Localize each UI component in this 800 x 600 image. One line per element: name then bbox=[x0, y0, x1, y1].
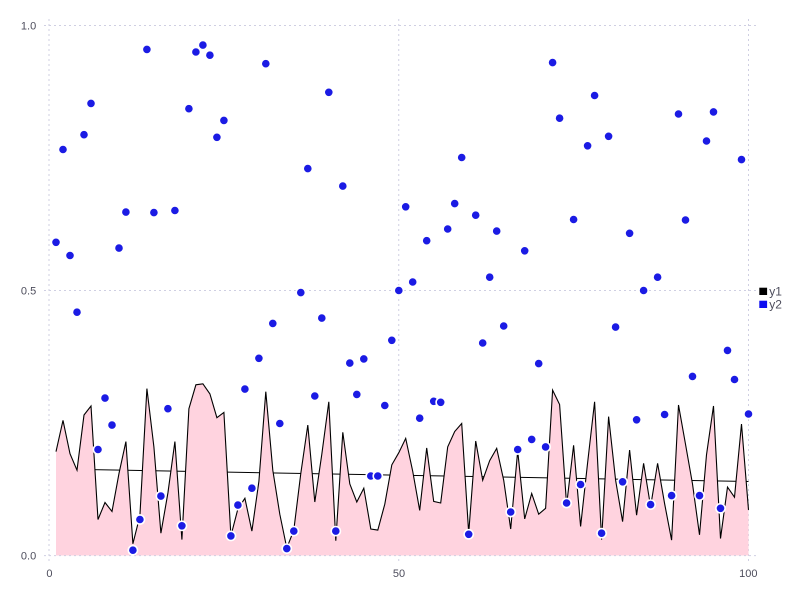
svg-text:y1: y1 bbox=[769, 285, 782, 299]
svg-text:1.0: 1.0 bbox=[21, 21, 36, 33]
svg-text:100: 100 bbox=[739, 568, 757, 580]
svg-text:50: 50 bbox=[393, 568, 405, 580]
svg-text:0: 0 bbox=[46, 568, 52, 580]
svg-text:0.0: 0.0 bbox=[21, 551, 36, 563]
svg-text:y2: y2 bbox=[769, 298, 782, 312]
svg-text:0.5: 0.5 bbox=[21, 286, 36, 298]
